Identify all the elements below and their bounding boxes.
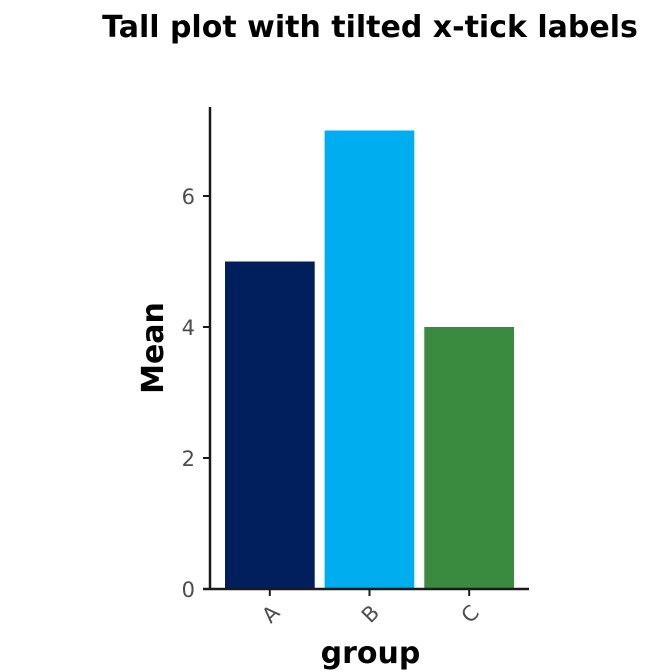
y-tick-label-2: 2 [182, 447, 195, 471]
y-axis-ticks: 0 2 4 6 [182, 185, 210, 602]
y-axis-label: Mean [136, 302, 171, 394]
x-tick-label-A: A [257, 600, 285, 628]
y-tick-label-6: 6 [182, 185, 195, 209]
y-tick-label-0: 0 [182, 578, 195, 602]
x-tick-label-C: C [457, 600, 484, 627]
bar-A [225, 261, 315, 589]
chart-title: Tall plot with tilted x-tick labels [102, 10, 638, 45]
x-axis-label: group [321, 636, 421, 671]
bar-B [324, 130, 415, 589]
bars-group [225, 130, 514, 589]
y-tick-label-4: 4 [182, 316, 195, 340]
bar-C [424, 327, 514, 589]
x-tick-label-B: B [357, 600, 384, 627]
x-axis-ticks: A B C [257, 589, 484, 628]
